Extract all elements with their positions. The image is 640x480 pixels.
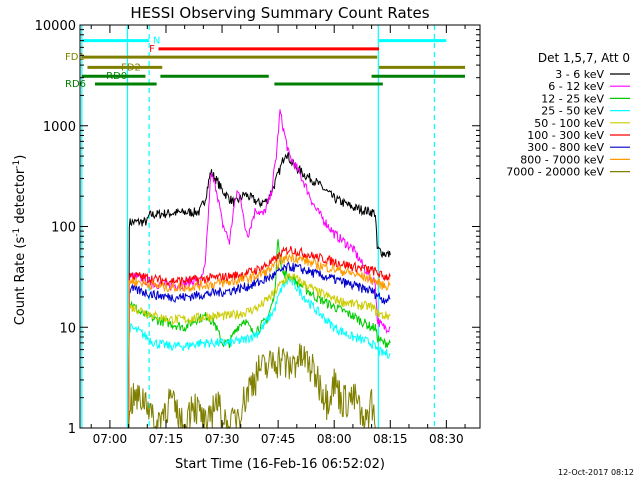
legend-label-7: 800 - 7000 keV — [520, 153, 604, 166]
y-axis-label-close: ) — [13, 155, 28, 160]
legend-label-2: 12 - 25 keV — [541, 92, 604, 105]
series-line-6 — [128, 261, 391, 429]
legend-label-3: 25 - 50 keV — [541, 105, 604, 118]
flag-label-2: FD1 — [65, 52, 85, 63]
y-axis-label-exp1: -1 — [12, 228, 22, 237]
series-line-7 — [128, 253, 391, 429]
flag-label-1: F — [149, 44, 155, 55]
y-axis-label-main: Count Rate (s — [13, 237, 28, 326]
x-tick-label-4: 08:00 — [317, 432, 352, 446]
y-tick-label-3: 1000 — [43, 120, 76, 135]
flag-label-3: FD2 — [121, 62, 141, 73]
series-line-3 — [128, 276, 391, 429]
x-tick-label-2: 07:30 — [205, 432, 240, 446]
y-tick-label-0: 1 — [68, 422, 76, 437]
legend-header: Det 1,5,7, Att 0 — [538, 51, 630, 65]
x-axis-label: Start Time (16-Feb-16 06:52:02) — [175, 457, 385, 472]
x-tick-label-6: 08:30 — [429, 432, 464, 446]
y-axis-label-mid: detector — [13, 168, 28, 228]
y-axis-label-exp2: -1 — [12, 160, 22, 169]
flag-label-0: N — [153, 36, 160, 47]
y-tick-label-2: 100 — [51, 221, 76, 236]
flag-label-5: RD6 — [65, 79, 86, 90]
x-tick-label-5: 08:15 — [373, 432, 408, 446]
series-line-8 — [128, 343, 376, 430]
legend-label-1: 6 - 12 keV — [548, 80, 604, 93]
y-axis-label: Count Rate (s-1 detector-1) — [12, 155, 28, 326]
footer-date: 12-Oct-2017 08:12 — [558, 468, 634, 477]
y-tick-label-1: 10 — [59, 321, 76, 336]
x-tick-label-1: 07:15 — [149, 432, 184, 446]
legend-label-6: 300 - 800 keV — [527, 141, 604, 154]
chart-title: HESSI Observing Summary Count Rates — [130, 4, 429, 22]
series-line-0 — [128, 152, 391, 429]
x-tick-label-0: 07:00 — [93, 432, 128, 446]
axes: 07:00 07:15 07:30 07:45 08:00 08:15 08:30 1 10 10… — [35, 19, 481, 446]
legend-label-5: 100 - 300 keV — [527, 129, 604, 142]
series-line-4 — [128, 272, 391, 429]
legend-label-4: 50 - 100 keV — [534, 117, 604, 130]
y-tick-label-4: 10000 — [35, 19, 76, 34]
x-tick-label-3: 07:45 — [261, 432, 296, 446]
flag-label-4: RD0 — [106, 71, 127, 82]
legend-label-0: 3 - 6 keV — [555, 68, 604, 81]
legend-label-8: 7000 - 20000 keV — [506, 166, 604, 179]
